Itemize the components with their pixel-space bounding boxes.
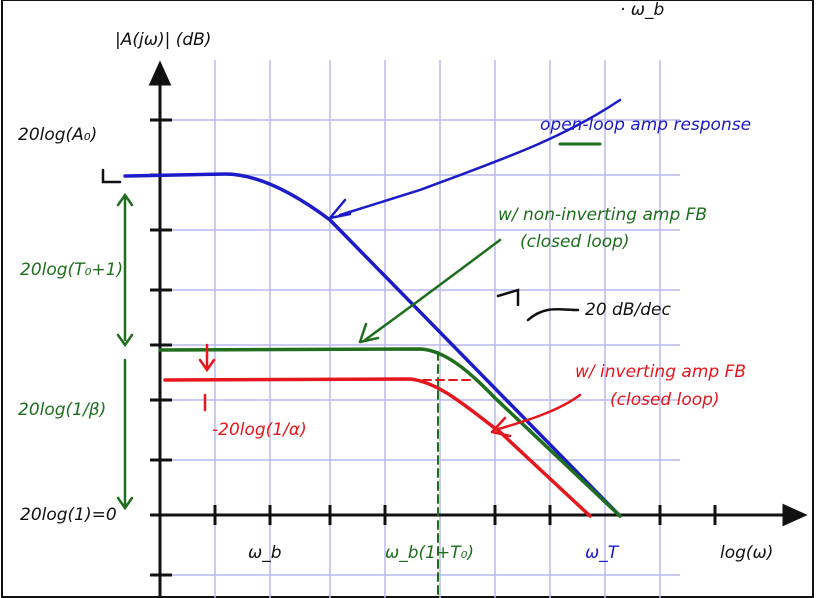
y-label: -20log(1/α) <box>212 420 307 440</box>
x-label: log(ω) <box>720 543 773 563</box>
y-label: 20log(1)=0 <box>20 505 117 525</box>
x-label: ω_T <box>585 543 620 563</box>
annotation: open-loop amp response <box>540 115 751 135</box>
annotation: w/ inverting amp FB <box>575 362 746 382</box>
y-label: 20log(A₀) <box>18 125 97 145</box>
annotation: w/ non-inverting amp FB <box>498 205 707 225</box>
x-label: ω_b <box>248 543 282 563</box>
diagram: |A(jω)| (dB) · ω_b 20log(A₀) 20log(T₀+1)… <box>0 0 816 598</box>
annotation: (closed loop) <box>610 390 720 410</box>
y-label: 20log(T₀+1) <box>20 260 123 280</box>
y-axis-label: |A(jω)| (dB) <box>115 30 211 50</box>
y-label: 20log(1/β) <box>18 400 106 420</box>
annotation: 20 dB/dec <box>585 300 671 320</box>
axes <box>150 64 804 598</box>
x-label: ω_b(1+T₀) <box>385 543 474 563</box>
annotation: (closed loop) <box>520 232 630 252</box>
top-note: · ω_b <box>620 0 664 20</box>
grid <box>160 60 680 598</box>
